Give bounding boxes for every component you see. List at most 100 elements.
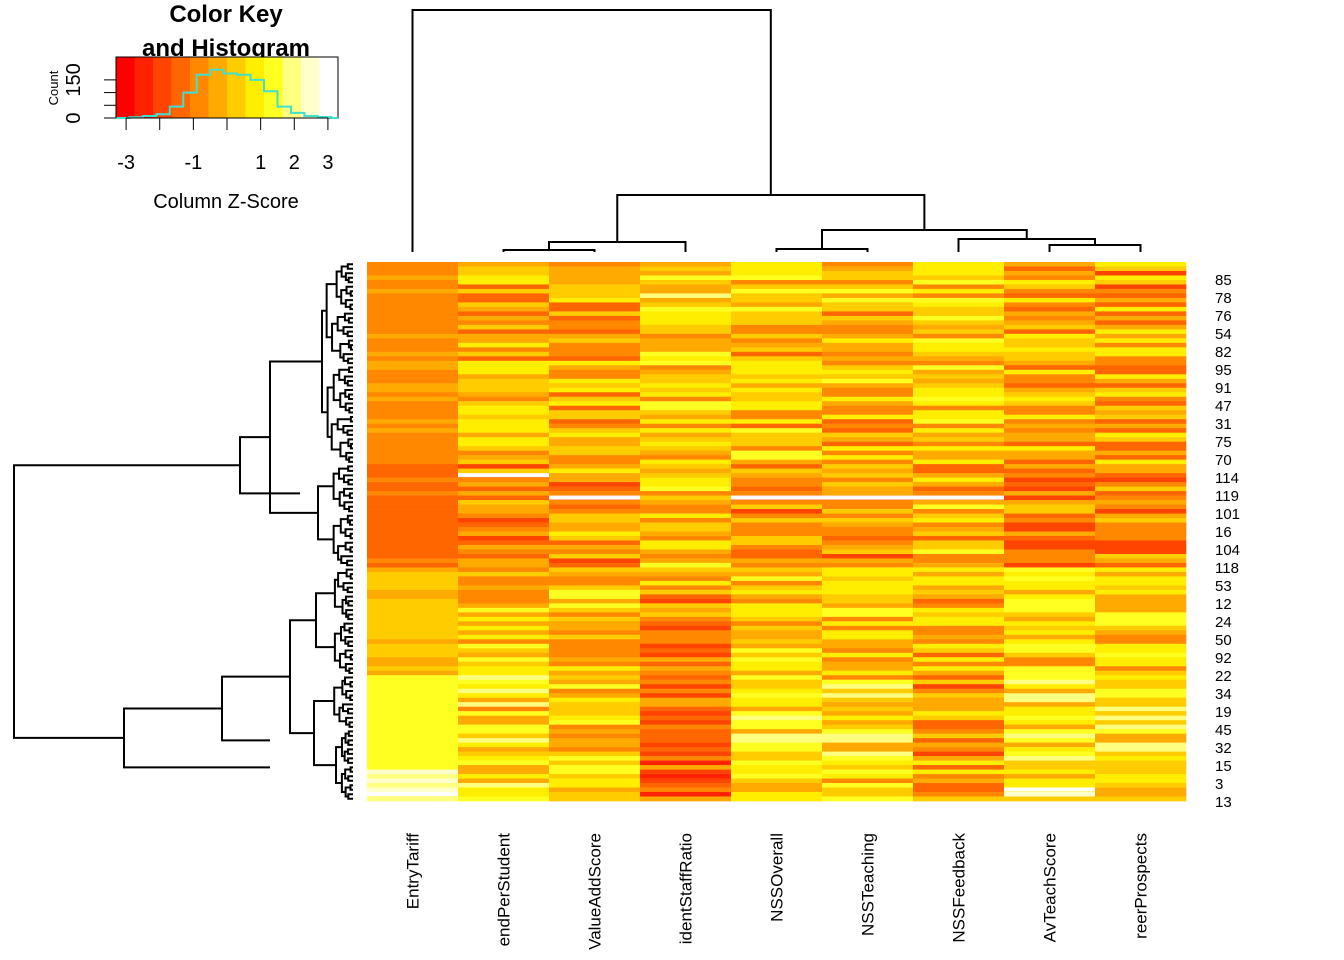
row-dendro-link [349,303,353,311]
heatmap-cell [549,787,641,793]
heatmap-cell [1004,491,1096,496]
heatmap-cell [1004,320,1096,326]
heatmap-cell [913,715,1005,721]
heatmap-cell [913,688,1005,694]
heatmap-cell [822,639,914,645]
heatmap-cell [640,792,732,797]
heatmap-cell [458,315,550,321]
heatmap-cell [1095,414,1187,420]
row-label: 101 [1215,506,1240,523]
heatmap-cell [913,275,1005,281]
heatmap-cell [822,679,914,685]
column-label: AvTeachScore [1041,833,1060,942]
row-dendro-link [347,317,353,324]
heatmap-cell [640,522,732,528]
heatmap-cell [822,279,914,285]
heatmap-cell [367,401,459,407]
heatmap-cell [731,558,823,564]
heatmap-cell [367,558,459,564]
row-dendro-link [337,545,346,561]
heatmap-cell [367,697,459,703]
heatmap-cell [913,360,1005,366]
heatmap-cell [822,729,914,734]
heatmap-cell [913,670,1005,676]
heatmap-cell [1095,518,1187,523]
heatmap-cell [1095,338,1187,344]
heatmap-cell [731,270,823,276]
heatmap-cell [549,675,641,681]
heatmap-cell [913,432,1005,438]
heatmap-cell [367,360,459,366]
heatmap-cell [549,324,641,330]
heatmap-cell [1095,540,1187,546]
heatmap-cell [913,648,1005,654]
heatmap-cell [458,518,550,523]
heatmap-cell [549,783,641,788]
heatmap-cell [822,450,914,456]
heatmap-cell [367,585,459,591]
heatmap-cell [822,769,914,775]
heatmap-cell [1004,679,1096,685]
heatmap-cell [822,270,914,276]
heatmap-cell [822,648,914,654]
heatmap-cell [367,603,459,609]
heatmap-cell [1095,549,1187,555]
heatmap-cell [458,437,550,443]
heatmap-cell [458,279,550,285]
heatmap-cell [1004,360,1096,366]
heatmap-cell [822,275,914,281]
heatmap-cell [549,724,641,730]
heatmap-cell [367,607,459,613]
heatmap-cell [1095,486,1187,492]
heatmap-cell [458,747,550,752]
heatmap-cell [731,333,823,339]
heatmap-cell [367,580,459,586]
heatmap-cell [822,742,914,748]
heatmap-cell [731,553,823,559]
heatmap-cell [458,720,550,725]
heatmap-cell [1004,437,1096,443]
heatmap-cell [913,657,1005,663]
row-label: 70 [1215,452,1232,469]
heatmap-cell [913,365,1005,371]
heatmap-cell [1095,360,1187,366]
heatmap-cell [731,733,823,739]
heatmap-cell [1095,630,1187,636]
heatmap-cell [1095,495,1187,501]
heatmap-cell [549,711,641,717]
row-dendro-link [346,586,353,594]
heatmap-cell [822,630,914,636]
heatmap-cell [640,333,732,339]
heatmap-cell [731,792,823,797]
heatmap-cell [640,616,732,622]
heatmap-cell [367,297,459,303]
key-x-tick-label: -3 [117,152,135,174]
heatmap-cell [549,396,641,402]
heatmap-cell [731,342,823,348]
column-label: EntryTariff [404,833,423,909]
heatmap-cell [1095,329,1187,335]
row-dendro-link [333,632,342,662]
heatmap-cell [1004,405,1096,411]
heatmap-cell [822,787,914,793]
heatmap-cell [1004,603,1096,609]
heatmap-cell [1095,625,1187,631]
row-dendro-link [349,766,353,773]
column-dendrogram [411,9,1142,252]
heatmap-cell [913,724,1005,730]
heatmap-cell [913,679,1005,685]
heatmap-cell [549,652,641,658]
heatmap-cell [640,697,732,703]
heatmap-cell [549,302,641,308]
row-dendro-link [348,505,353,513]
heatmap-cell [458,450,550,456]
heatmap-cell [731,365,823,371]
heatmap-cell [640,639,732,645]
heatmap-cell [640,441,732,447]
heatmap-cell [549,266,641,272]
heatmap-cell [458,378,550,384]
heatmap-cell [822,437,914,443]
heatmap-cell [367,621,459,627]
heatmap-cell [549,760,641,766]
heatmap-cell [367,738,459,743]
